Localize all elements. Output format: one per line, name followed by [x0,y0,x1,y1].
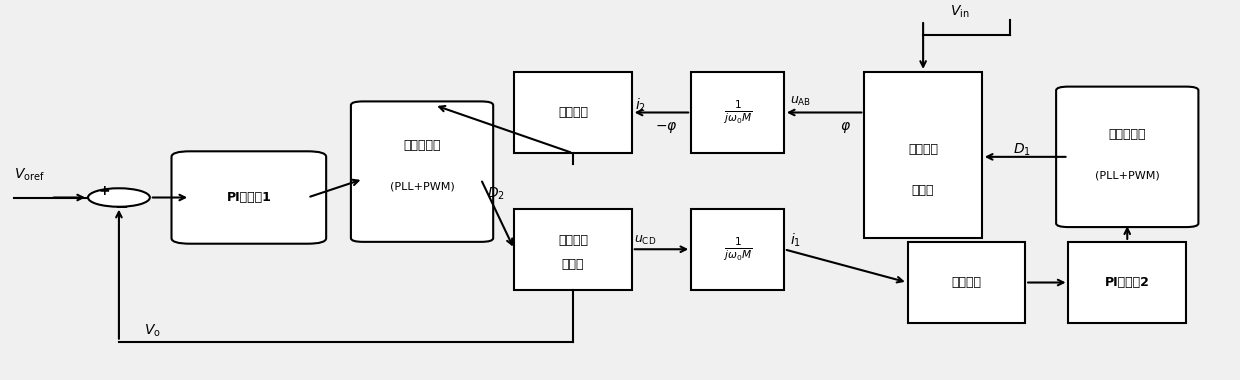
FancyBboxPatch shape [351,101,494,242]
Text: $u_{\rm AB}$: $u_{\rm AB}$ [790,95,811,108]
Text: (PLL+PWM): (PLL+PWM) [1095,170,1159,180]
FancyBboxPatch shape [691,209,784,290]
Text: 副边全桥: 副边全桥 [558,234,588,247]
Text: +: + [98,184,110,198]
Text: $V_{\rm oref}$: $V_{\rm oref}$ [14,166,45,183]
Text: $V_{\rm in}$: $V_{\rm in}$ [950,4,970,20]
Text: $-\varphi$: $-\varphi$ [655,120,678,135]
FancyBboxPatch shape [908,242,1025,323]
Text: 相位采样: 相位采样 [558,106,588,119]
Text: $u_{\rm CD}$: $u_{\rm CD}$ [634,233,656,247]
FancyBboxPatch shape [691,72,784,153]
Text: 副边控制器: 副边控制器 [403,139,440,152]
FancyBboxPatch shape [864,72,982,238]
Text: $D_2$: $D_2$ [487,185,505,202]
Text: $i_1$: $i_1$ [790,231,801,249]
Circle shape [88,188,150,207]
Text: 原边全桥: 原边全桥 [908,143,939,156]
Text: 变换器: 变换器 [911,184,935,196]
Text: $i_2$: $i_2$ [635,97,646,114]
Text: PI调节器2: PI调节器2 [1105,276,1149,289]
Text: 变换器: 变换器 [562,258,584,271]
Text: $D_1$: $D_1$ [1013,141,1030,158]
Text: 原边控制器: 原边控制器 [1109,128,1146,141]
Text: −: − [114,196,128,215]
Text: PI调节器1: PI调节器1 [227,191,272,204]
Text: $\varphi$: $\varphi$ [841,120,852,135]
FancyBboxPatch shape [515,209,631,290]
Text: $V_{\rm o}$: $V_{\rm o}$ [144,322,160,339]
FancyBboxPatch shape [1056,87,1198,227]
FancyBboxPatch shape [1069,242,1185,323]
FancyBboxPatch shape [515,72,631,153]
Text: (PLL+PWM): (PLL+PWM) [389,181,454,192]
Text: 相位采样: 相位采样 [951,276,981,289]
Text: $\frac{1}{j\omega_0 M}$: $\frac{1}{j\omega_0 M}$ [723,236,753,263]
FancyBboxPatch shape [171,151,326,244]
Text: $\frac{1}{j\omega_0 M}$: $\frac{1}{j\omega_0 M}$ [723,99,753,126]
